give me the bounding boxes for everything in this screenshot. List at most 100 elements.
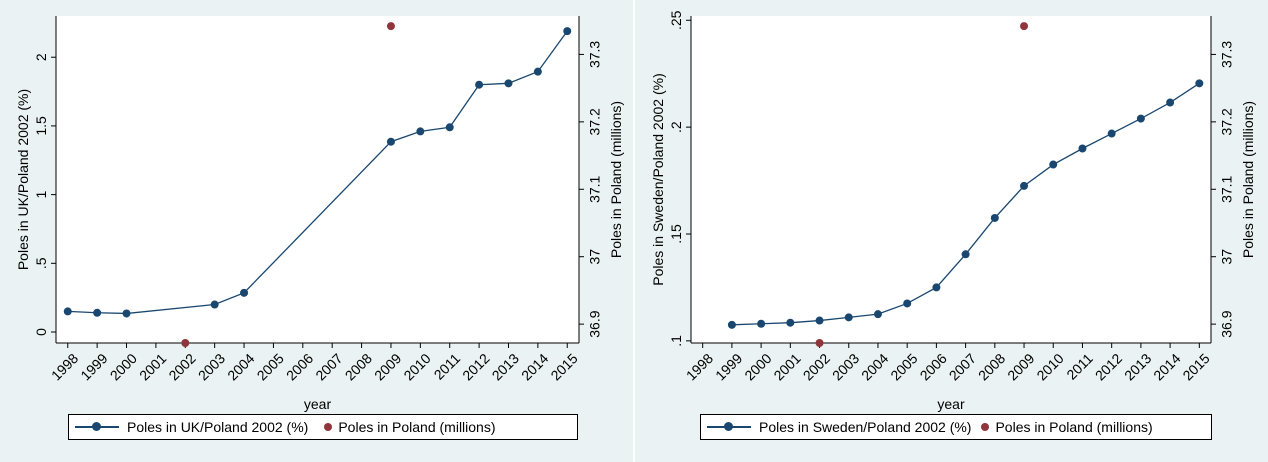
data-point-poland [181, 339, 190, 347]
x-tick-label: 2003 [829, 350, 862, 383]
x-tick-label: 2005 [254, 350, 287, 383]
data-point [475, 80, 484, 89]
x-tick-label: 2007 [312, 350, 345, 383]
data-point [416, 127, 425, 136]
plot-area [691, 16, 1211, 343]
legend-label: Poles in UK/Poland 2002 (%) [127, 419, 309, 435]
x-tick-label: 2015 [547, 350, 580, 383]
data-point [210, 300, 219, 309]
data-point [445, 123, 454, 132]
x-tick-label: 2011 [1063, 350, 1096, 383]
x-tick-label: 2003 [195, 350, 228, 383]
y-right-tick-label: 37.2 [586, 108, 602, 135]
data-point [873, 310, 882, 319]
x-tick-label: 2009 [371, 350, 404, 383]
data-point [533, 67, 542, 76]
legend-dot-marker-icon [324, 423, 333, 431]
data-point [386, 137, 395, 146]
left-chart-panel: 1998 1999 2000 2001 2002 2003 2004 2005 2006 2007… [0, 0, 633, 462]
x-tick-label: 2008 [975, 350, 1008, 383]
data-point [1195, 79, 1204, 88]
x-axis-label: year [304, 396, 332, 412]
y-right-tick-label: 37.1 [586, 175, 602, 202]
x-tick-label: 2000 [107, 350, 140, 383]
x-tick-label: 1999 [77, 350, 110, 383]
data-point [757, 319, 766, 328]
y-left-tick-label: .1 [668, 335, 684, 347]
y-axis-right-label: Poles in Poland (millions) [1240, 101, 1256, 258]
data-point [727, 320, 736, 329]
y-left-tick-label: 1 [33, 191, 49, 199]
data-point [240, 288, 249, 297]
x-tick-label: 1998 [48, 350, 81, 383]
data-point [1136, 114, 1145, 123]
x-tick-label: 2001 [770, 350, 803, 383]
x-tick-label: 2010 [1033, 350, 1066, 383]
legend-item-line: Poles in UK/Poland 2002 (%) [75, 419, 308, 435]
y-axis-left-label: Poles in Sweden/Poland 2002 (%) [650, 73, 666, 285]
x-tick-label: 2007 [946, 350, 979, 383]
x-tick-label: 2013 [489, 350, 522, 383]
data-point [844, 313, 853, 322]
y-left-tick-label: .2 [668, 121, 684, 133]
right-legend: Poles in Sweden/Poland 2002 (%) Poles in… [700, 414, 1212, 440]
data-point-poland [1020, 22, 1029, 31]
y-axis-right-label: Poles in Poland (millions) [608, 101, 624, 258]
y-axis-left-label: Poles in UK/Poland 2002 (%) [15, 89, 31, 270]
data-point [961, 250, 970, 259]
data-point [504, 79, 513, 88]
data-point [122, 309, 131, 318]
data-point-poland [815, 339, 824, 347]
x-tick-label: 1999 [712, 350, 745, 383]
y-right-tick-label: 37 [1218, 249, 1234, 265]
x-tick-label: 1998 [683, 350, 716, 383]
legend-label: Poles in Poland (millions) [338, 419, 496, 435]
data-point [63, 307, 72, 316]
x-tick-label: 2006 [917, 350, 950, 383]
y-right-tick-label: 37.1 [1218, 175, 1234, 202]
x-axis-label: year [937, 396, 965, 412]
data-point [563, 27, 572, 36]
x-tick-label: 2012 [459, 350, 492, 383]
legend-line-marker-icon [707, 422, 751, 431]
x-tick-label: 2002 [800, 350, 833, 383]
y-right-tick-label: 37.3 [1218, 41, 1234, 68]
plot-area [56, 16, 579, 343]
y-right-tick-label: 37.2 [1218, 108, 1234, 135]
x-tick-label: 2001 [136, 350, 169, 383]
y-left-tick-label: 2 [33, 53, 49, 61]
data-point [932, 283, 941, 292]
x-tick-label: 2008 [342, 350, 375, 383]
right-chart-panel: 1998 1999 2000 2001 2002 2003 2004 2005 2006 2007… [635, 0, 1268, 462]
data-point [1049, 160, 1058, 169]
legend-item-points: Poles in Poland (millions) [324, 419, 496, 435]
data-point [1020, 181, 1029, 190]
x-tick-label: 2011 [431, 350, 464, 383]
legend-item-line: Poles in Sweden/Poland 2002 (%) [707, 419, 971, 435]
y-left-tick-label: 0 [33, 328, 49, 336]
x-tick-label: 2006 [283, 350, 316, 383]
x-tick-label: 2004 [224, 350, 257, 383]
y-right-tick-label: 37.3 [586, 41, 602, 68]
x-tick-label: 2012 [1092, 350, 1125, 383]
y-left-tick-label: .5 [33, 257, 49, 269]
data-point [990, 213, 999, 222]
legend-dot-marker-icon [981, 423, 990, 431]
left-legend: Poles in UK/Poland 2002 (%) Poles in Pol… [68, 414, 578, 440]
data-point [93, 308, 102, 317]
x-tick-label: 2014 [518, 350, 551, 383]
x-tick-label: 2002 [165, 350, 198, 383]
series-line [67, 30, 568, 315]
data-point-poland [386, 22, 395, 31]
x-tick-label: 2000 [741, 350, 774, 383]
y-left-tick-label: .25 [668, 10, 684, 30]
legend-item-points: Poles in Poland (millions) [981, 419, 1153, 435]
data-point [1107, 129, 1116, 138]
x-tick-label: 2009 [1004, 350, 1037, 383]
x-tick-label: 2004 [858, 350, 891, 383]
y-left-tick-label: .15 [668, 224, 684, 244]
left-chart: 1998199920002001200220032004200520062007… [15, 16, 624, 412]
y-right-tick-label: 36.9 [1218, 310, 1234, 337]
x-tick-label: 2014 [1150, 350, 1183, 383]
right-chart: 1998199920002001200220032004200520062007… [650, 10, 1256, 412]
